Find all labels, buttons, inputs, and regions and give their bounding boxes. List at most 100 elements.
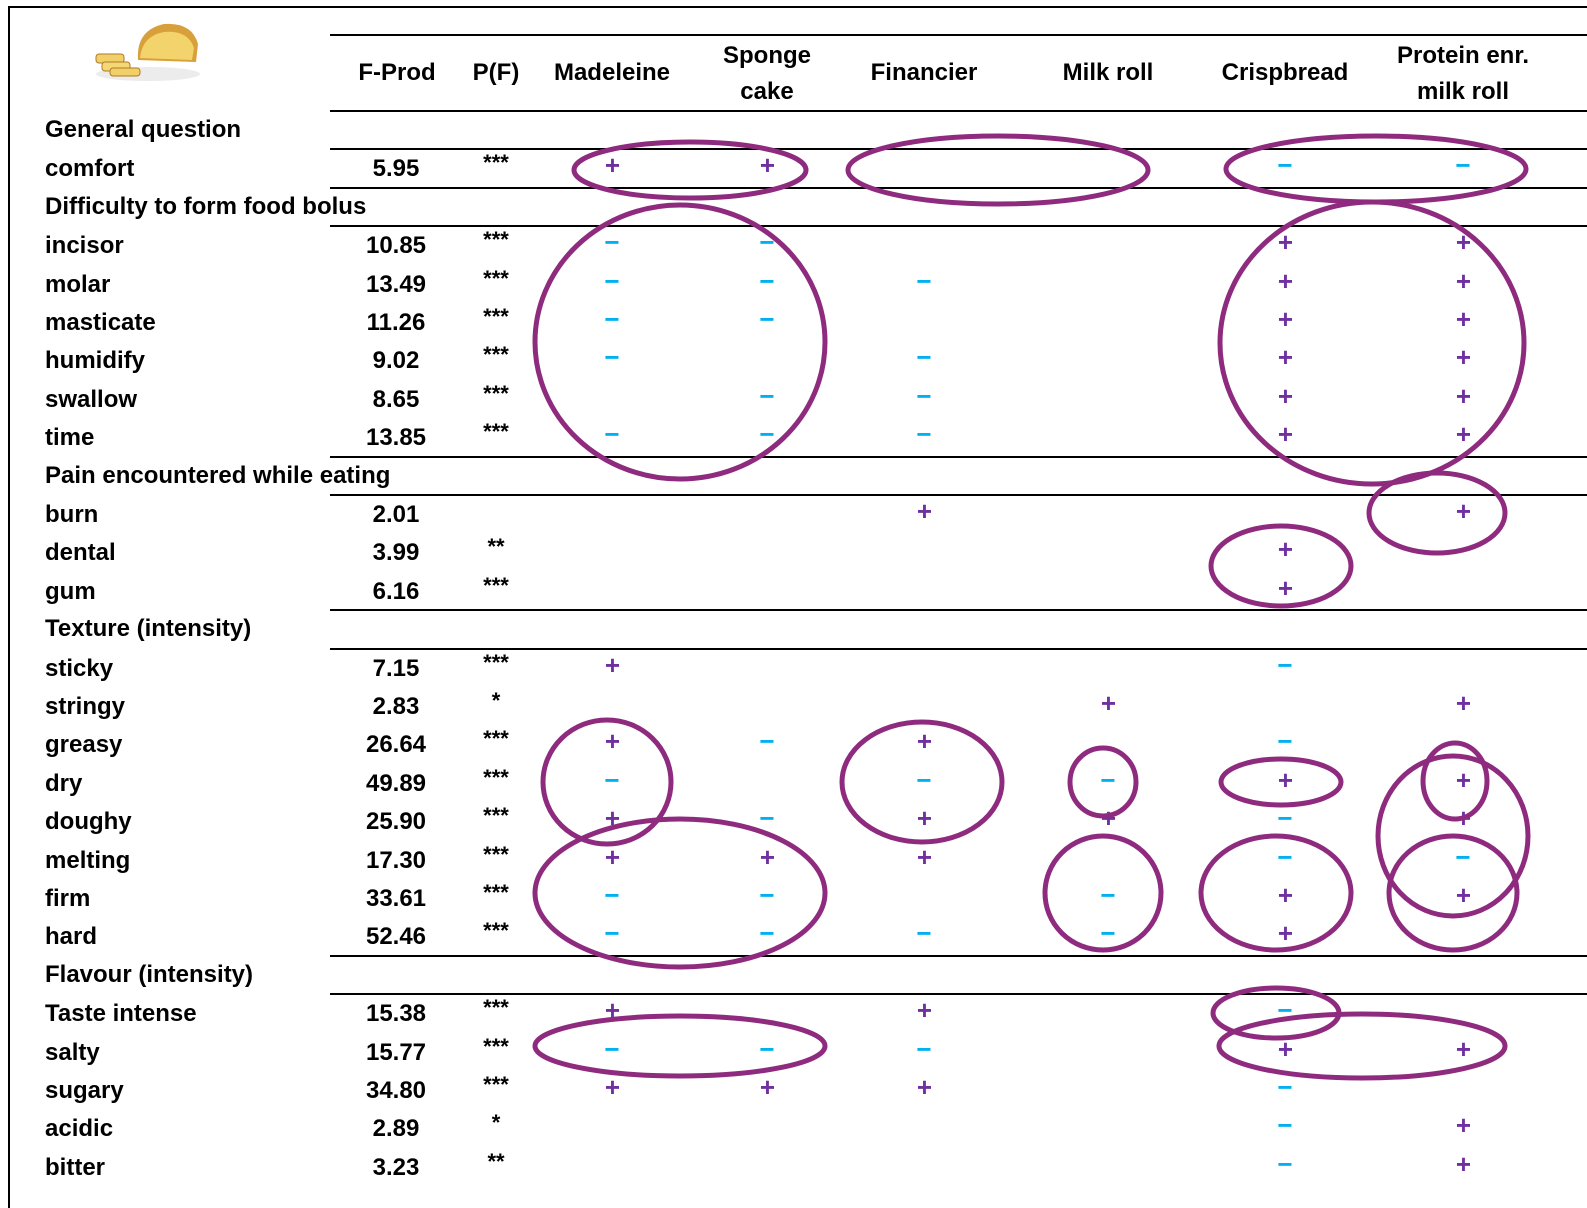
fprod-value: 2.01 [372,501,420,528]
minus-mark: − [759,803,775,834]
row-label: burn [45,501,99,528]
significance-stars: *** [483,265,509,291]
minus-mark: − [1277,1148,1293,1179]
plus-mark: + [604,995,620,1026]
plus-mark: + [1455,342,1471,373]
fprod-value: 17.30 [365,846,427,874]
plus-mark: + [1277,534,1293,565]
minus-mark: − [1100,880,1116,910]
significance-stars: *** [483,803,509,829]
significance-stars: *** [483,150,509,176]
minus-mark: − [759,265,775,296]
section-title: Pain encountered while eating [45,461,391,489]
significance-stars: *** [483,342,509,368]
section-title-rule [330,993,1587,996]
row-label: greasy [45,731,123,759]
header-product-line2: milk roll [1416,78,1510,105]
significance-stars: *** [483,995,509,1021]
row-label: stringy [45,693,126,720]
plus-mark: + [916,995,932,1026]
section-title: Texture (intensity) [45,615,252,643]
minus-mark: − [916,380,932,411]
plus-mark: + [1455,880,1471,910]
row-label: dry [45,769,83,797]
table-frame [8,6,1587,1208]
plus-mark: + [604,649,620,680]
plus-mark: + [1455,265,1471,296]
header-top-rule [330,34,1587,36]
fprod-value: 7.15 [372,654,420,682]
minus-mark: − [604,764,620,795]
header-bottom-rule [330,110,1587,112]
fprod-value: 13.49 [365,270,427,298]
fprod-value: 13.85 [365,424,427,452]
plus-mark: + [1100,803,1116,834]
minus-mark: − [1277,1072,1293,1102]
significance-stars: * [491,1110,501,1136]
row-label: melting [45,846,131,874]
section-rule [330,609,1587,612]
significance-stars: *** [483,841,509,867]
header-fprod: F-Prod [358,59,436,86]
plus-mark: + [1455,227,1471,258]
row-label: salty [45,1038,100,1066]
fprod-value: 6.16 [372,577,420,605]
plus-mark: + [1455,496,1471,526]
significance-stars: ** [487,1148,505,1174]
minus-mark: − [604,419,620,450]
plus-mark: + [604,150,620,181]
fprod-value: 15.77 [365,1038,427,1066]
row-label: hard [45,923,98,951]
significance-stars: *** [483,380,509,406]
row-label: dental [45,539,116,567]
minus-mark: − [759,227,775,258]
plus-mark: + [1277,342,1293,373]
minus-mark: − [916,265,932,296]
minus-mark: − [759,726,775,757]
section-title: Difficulty to form food bolus [45,192,367,220]
plus-mark: + [1277,918,1293,949]
plus-mark: + [1277,572,1293,603]
header-product-line2: cake [740,78,794,105]
minus-mark: − [1277,1110,1293,1141]
plus-mark: + [759,1072,775,1102]
significance-stars: *** [483,918,509,944]
fprod-value: 33.61 [365,885,427,912]
header-pf: P(F) [472,59,520,86]
fprod-value: 8.65 [372,385,420,413]
minus-mark: − [1100,764,1116,795]
minus-mark: − [604,1033,620,1064]
minus-mark: − [1277,995,1293,1026]
minus-mark: − [1455,150,1471,181]
minus-mark: − [604,918,620,949]
plus-mark: + [916,1072,932,1102]
plus-mark: + [1100,688,1116,718]
significance-stars: *** [483,1033,509,1059]
row-label: humidify [45,347,145,375]
minus-mark: − [1277,649,1293,680]
plus-mark: + [1277,1033,1293,1064]
plus-mark: + [1277,880,1293,910]
minus-mark: − [759,1033,775,1064]
significance-stars: *** [483,227,509,253]
row-label: masticate [45,309,156,336]
row-label: sugary [45,1077,124,1104]
fprod-value: 2.89 [372,1115,420,1143]
fprod-value: 9.02 [372,347,420,375]
minus-mark: − [916,918,932,949]
row-label: comfort [45,155,135,183]
significance-stars: *** [483,1072,509,1097]
plus-mark: + [1455,380,1471,411]
minus-mark: − [604,342,620,373]
plus-mark: + [759,150,775,181]
plus-mark: + [1277,227,1293,258]
minus-mark: − [604,227,620,258]
minus-mark: − [1277,150,1293,181]
minus-mark: − [759,918,775,949]
significance-stars: *** [483,880,509,905]
plus-mark: + [1455,764,1471,795]
plus-mark: + [1277,764,1293,795]
plus-mark: + [604,803,620,834]
plus-mark: + [916,496,932,526]
row-label: time [45,424,95,452]
